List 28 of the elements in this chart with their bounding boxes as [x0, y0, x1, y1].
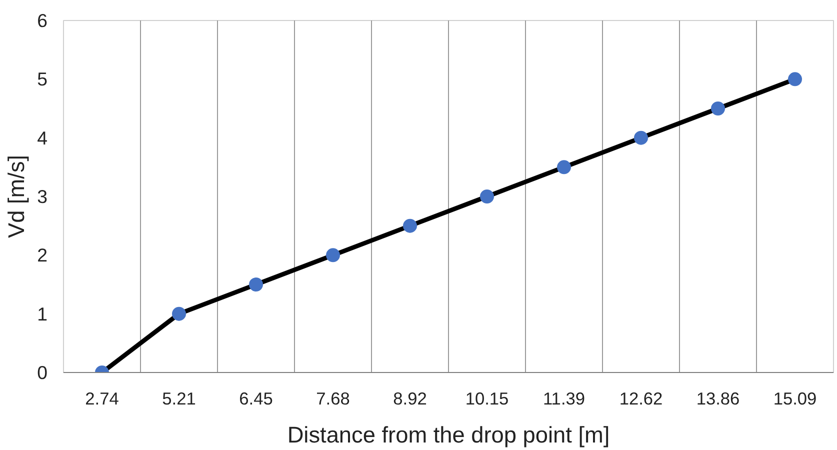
point	[634, 130, 648, 145]
x-tick-label: 5.21	[162, 388, 196, 408]
y-tick-label: 6	[37, 10, 48, 31]
x-tick-label: 10.15	[465, 388, 509, 408]
point	[480, 190, 494, 204]
point	[249, 278, 263, 292]
point	[788, 72, 802, 86]
x-axis-title: Distance from the drop point [m]	[287, 422, 610, 448]
point	[172, 306, 186, 321]
x-tick-label: 2.74	[85, 388, 120, 408]
x-tick-label: 11.39	[542, 388, 586, 408]
y-tick-label: 0	[37, 362, 48, 383]
point	[403, 218, 417, 233]
x-tick-label: 13.86	[696, 388, 740, 408]
y-tick-label: 1	[37, 303, 48, 324]
y-axis-title: Vd [m/s]	[3, 154, 30, 238]
y-tick-label: 4	[37, 127, 48, 148]
x-tick-label: 12.62	[619, 388, 663, 408]
point	[557, 160, 571, 174]
y-tick-label: 5	[37, 68, 48, 90]
x-tick-label: 15.09	[773, 388, 817, 408]
y-tick-label: 3	[37, 186, 48, 207]
x-tick-label: 6.45	[239, 388, 273, 408]
x-tick-label: 8.92	[393, 388, 427, 408]
point	[326, 248, 340, 262]
x-tick-label: 7.68	[316, 388, 350, 408]
y-tick-label: 2	[37, 244, 48, 266]
point	[711, 102, 725, 116]
